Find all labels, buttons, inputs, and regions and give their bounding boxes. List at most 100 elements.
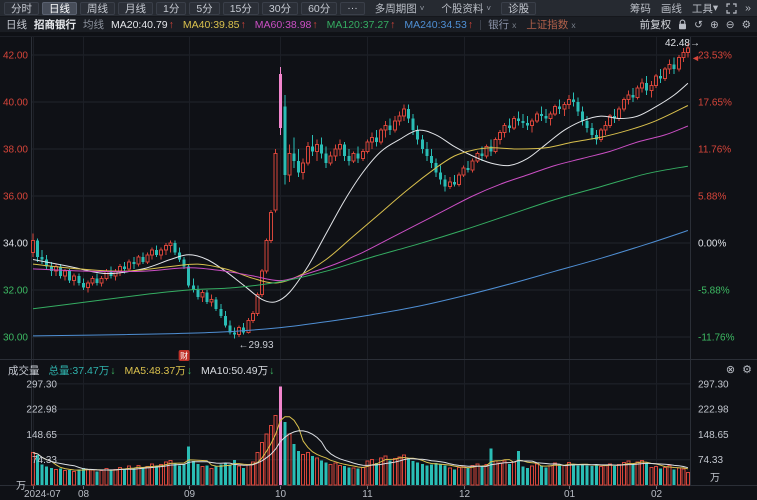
candle — [360, 150, 365, 159]
tab-weekly[interactable]: 周线 — [80, 1, 115, 15]
volume-bar — [379, 457, 384, 486]
candle — [99, 277, 104, 284]
candle — [388, 125, 392, 131]
news-badge — [178, 350, 190, 361]
candle — [416, 130, 420, 140]
fullscreen-icon[interactable] — [726, 2, 737, 14]
tab-15min[interactable]: 15分 — [222, 1, 259, 15]
diagnose-button[interactable]: 诊股 — [501, 1, 537, 15]
candle — [233, 332, 237, 335]
candle — [58, 266, 62, 276]
tag-close-icon[interactable]: x — [571, 19, 576, 30]
volume-bar — [250, 461, 255, 486]
tab-timeshare[interactable]: 分时 — [4, 1, 39, 15]
volume-bars — [31, 386, 690, 486]
tab-daily[interactable]: 日线 — [42, 1, 77, 15]
tab-monthly[interactable]: 月线 — [118, 1, 153, 15]
volume-settings-icon[interactable]: ⚙ — [742, 364, 752, 376]
volume-bar — [136, 464, 141, 486]
candle — [608, 115, 613, 126]
volume-bar — [626, 460, 631, 486]
volume-bar — [576, 465, 580, 485]
lock-icon[interactable] — [678, 19, 687, 30]
volume-bar — [310, 456, 314, 485]
candle — [320, 144, 324, 154]
more-periods-button[interactable]: ··· — [340, 1, 365, 15]
volume-bar — [456, 466, 461, 486]
volume-bar — [420, 463, 424, 485]
volume-bar — [214, 465, 218, 485]
candle — [507, 125, 511, 128]
candle — [603, 125, 608, 131]
candlestick-volume-plot[interactable]: 42.00 23.53% 40.00 17.65% 38.00 11.76% 36.00 5.… — [0, 33, 757, 500]
candle — [626, 94, 631, 101]
volume-bar — [49, 468, 53, 485]
volume-bar — [113, 468, 118, 486]
candle — [685, 47, 690, 54]
tab-30min[interactable]: 30分 — [261, 1, 299, 15]
volume-bar — [324, 462, 328, 485]
candle — [187, 266, 191, 286]
volume-close-icon[interactable]: ⊗ — [725, 364, 736, 376]
ma-line-ma40 — [32, 105, 689, 284]
candle — [63, 270, 68, 277]
volume-bar — [653, 465, 658, 486]
candle — [264, 240, 269, 272]
candle — [77, 275, 81, 283]
tab-60min[interactable]: 60分 — [301, 1, 338, 15]
volume-bar — [45, 466, 49, 485]
volume-bar — [649, 466, 654, 486]
chart-canvas[interactable]: 42.00 23.53% 40.00 17.65% 38.00 11.76% 36.00 5.… — [0, 33, 757, 500]
chips-button[interactable]: 筹码 — [629, 2, 651, 15]
volume-ma-line-ma5 — [32, 416, 689, 471]
percent-tick: 11.76% — [698, 145, 731, 156]
volume-bar — [99, 470, 104, 486]
volume-pane-icons: ⊗ ⚙ — [726, 363, 752, 376]
volume-bar — [470, 464, 475, 486]
volume-bar — [603, 464, 608, 486]
volume-pane-header: 成交量 总量:37.47万↓ MA5:48.37万↓ MA10:50.49万↓ — [8, 363, 274, 377]
multi-period-menu[interactable]: 多周期图 ˅ — [374, 2, 425, 15]
candle — [447, 181, 452, 188]
candle — [594, 134, 598, 140]
tab-5min[interactable]: 5分 — [189, 1, 220, 15]
volume-bar — [351, 467, 356, 486]
candle — [548, 113, 553, 119]
candle — [498, 132, 503, 141]
settings-icon[interactable]: ⚙ — [741, 18, 751, 31]
candle — [123, 266, 127, 269]
tag-shanghai-index[interactable]: 上证指数 x — [526, 19, 576, 31]
volume-bar — [407, 459, 411, 485]
zoom-in-icon[interactable]: ⊕ — [709, 18, 719, 31]
candle — [283, 106, 287, 175]
date-label: 09 — [184, 489, 196, 500]
zoom-out-icon[interactable]: ⊖ — [725, 18, 735, 31]
ma-line-ma60 — [32, 125, 689, 282]
adjust-mode-label[interactable]: 前复权 — [639, 19, 672, 31]
candle — [214, 299, 218, 309]
tab-1min[interactable]: 1分 — [156, 1, 187, 15]
candle — [150, 249, 155, 256]
volume-bar — [621, 462, 626, 486]
candle — [118, 266, 123, 272]
draw-line-button[interactable]: 画线 — [660, 2, 682, 15]
volume-bar — [182, 463, 186, 485]
volume-bar — [658, 468, 662, 485]
volume-unit: 万 — [16, 481, 26, 492]
volume-bar — [489, 448, 493, 485]
volume-bar — [598, 466, 603, 486]
candle — [401, 108, 406, 117]
candle — [571, 99, 575, 102]
collapse-toolbar-icon[interactable]: » — [745, 2, 751, 14]
toolbar-right-group: 筹码 画线 工具 ▾ » — [630, 1, 757, 16]
tools-menu[interactable]: 工具 ▾ — [691, 2, 719, 15]
volume-bar — [548, 465, 553, 486]
candle — [461, 167, 466, 176]
axis-labels: 42.00 23.53% 40.00 17.65% 38.00 11.76% 36.00 5.… — [3, 51, 735, 500]
tag-close-icon[interactable]: x — [512, 19, 517, 30]
volume-bar — [539, 465, 543, 485]
stock-info-menu[interactable]: 个股资料 ˅ — [441, 2, 492, 15]
undo-icon[interactable]: ↺ — [694, 18, 703, 31]
tag-bank[interactable]: 银行 x — [488, 19, 517, 31]
volume-bar — [562, 464, 567, 486]
